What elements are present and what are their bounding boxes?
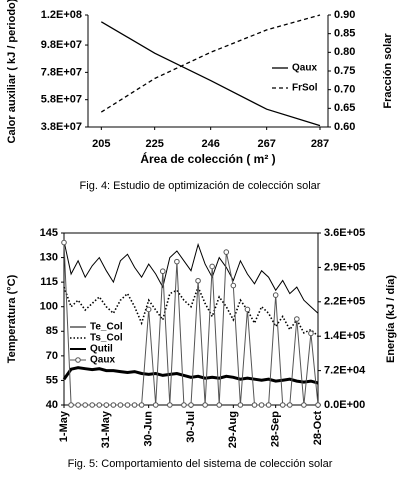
y-tick-label: 40: [46, 399, 58, 411]
series-line: [62, 366, 319, 385]
caption: Fig. 4: Estudio de optimización de colec…: [80, 180, 321, 192]
y2-tick-label: 0.60: [334, 121, 355, 133]
y2-tick-label: 0.65: [334, 102, 355, 114]
point: [209, 263, 215, 270]
y2-tick-label: 0.0E+00: [324, 399, 365, 411]
y-tick-label: 5.8E+07: [41, 94, 82, 106]
point: [237, 402, 244, 408]
y2-tick-label: 0.90: [334, 9, 355, 21]
point: [230, 282, 237, 289]
legend-label: FrSol: [292, 83, 318, 94]
x-tick-label: 1-May: [58, 410, 70, 442]
point: [124, 402, 131, 408]
y-tick-label: 3.8E+07: [41, 121, 82, 133]
point: [110, 402, 117, 408]
point: [174, 258, 180, 265]
point: [301, 402, 307, 408]
y-axis-title: Temperatura (°C): [6, 274, 18, 363]
point: [96, 402, 103, 408]
y-tick-label: 115: [40, 276, 58, 288]
point: [216, 402, 223, 408]
point: [258, 402, 265, 408]
point: [152, 402, 159, 408]
legend-label: Ts_Col: [90, 333, 123, 344]
point: [294, 316, 300, 322]
x-tick-label: 31-May: [100, 410, 112, 448]
point: [315, 402, 321, 408]
point: [75, 402, 81, 408]
y-tick-label: 145: [40, 227, 58, 239]
y-tick-label: 1.2E+08: [41, 9, 82, 21]
point: [89, 402, 96, 408]
x-tick-label: 30-Jun: [143, 411, 155, 447]
y-tick-label: 55: [46, 374, 58, 386]
point: [131, 402, 138, 408]
point: [159, 268, 166, 275]
y2-axis-title: Fracción solar: [382, 33, 394, 109]
x-tick-label: 246: [201, 138, 219, 150]
y2-tick-label: 0.80: [334, 46, 355, 58]
y2-tick-label: 0.70: [334, 84, 355, 96]
point: [251, 402, 258, 408]
point: [138, 402, 145, 408]
point: [195, 277, 201, 284]
y-tick-label: 70: [46, 350, 58, 362]
point: [286, 402, 293, 408]
x-tick-label: 28-Sep: [270, 411, 282, 447]
y2-axis-title: Energía (kJ / día): [385, 275, 397, 363]
y-axis-title: Calor auxiliar ( kJ / periodo): [6, 0, 18, 143]
x-tick-label: 30-Jul: [185, 411, 197, 443]
point: [181, 402, 187, 408]
point: [188, 402, 194, 408]
y-tick-label: 130: [40, 251, 58, 263]
series-line: [100, 21, 321, 127]
x-tick-label: 28-Oct: [312, 411, 324, 446]
series-line: [63, 241, 319, 314]
y2-tick-label: 1.4E+05: [324, 330, 365, 342]
y2-tick-label: 0.75: [334, 65, 355, 77]
caption: Fig. 5: Comportamiento del sistema de co…: [68, 458, 333, 470]
x-tick-label: 267: [257, 138, 275, 150]
point: [145, 306, 152, 313]
point: [117, 402, 124, 408]
x-tick-label: 225: [145, 138, 163, 150]
point: [223, 249, 230, 255]
point: [61, 239, 67, 246]
legend-label: Qaux: [292, 63, 317, 74]
y2-tick-label: 3.6E+05: [324, 227, 365, 239]
y2-tick-label: 7.2E+04: [324, 365, 366, 377]
y-tick-label: 7.8E+07: [41, 66, 82, 78]
point: [103, 402, 110, 408]
point: [82, 402, 88, 408]
point: [202, 402, 208, 408]
y-tick-label: 9.8E+07: [41, 39, 82, 51]
point: [244, 306, 251, 313]
y-tick-label: 100: [40, 301, 58, 313]
legend-label: Te_Col: [90, 322, 123, 333]
point: [167, 402, 173, 408]
y2-tick-label: 2.9E+05: [324, 261, 365, 273]
x-tick-label: 29-Aug: [227, 411, 239, 448]
point: [265, 402, 272, 408]
point: [308, 330, 314, 337]
point: [68, 402, 74, 408]
x-tick-label: 287: [311, 138, 329, 150]
point: [272, 292, 279, 298]
x-axis-title: Área de colección ( m² ): [140, 151, 275, 166]
legend-label: Qaux: [90, 355, 115, 366]
legend-marker: [75, 357, 81, 363]
x-tick-label: 205: [92, 138, 110, 150]
legend-label: Qutil: [90, 344, 113, 355]
y-tick-label: 85: [46, 325, 58, 337]
series-line: [100, 14, 321, 113]
point: [279, 402, 286, 408]
y2-tick-label: 0.85: [334, 28, 355, 40]
series-line: [63, 284, 319, 337]
y2-tick-label: 2.2E+05: [324, 296, 365, 308]
